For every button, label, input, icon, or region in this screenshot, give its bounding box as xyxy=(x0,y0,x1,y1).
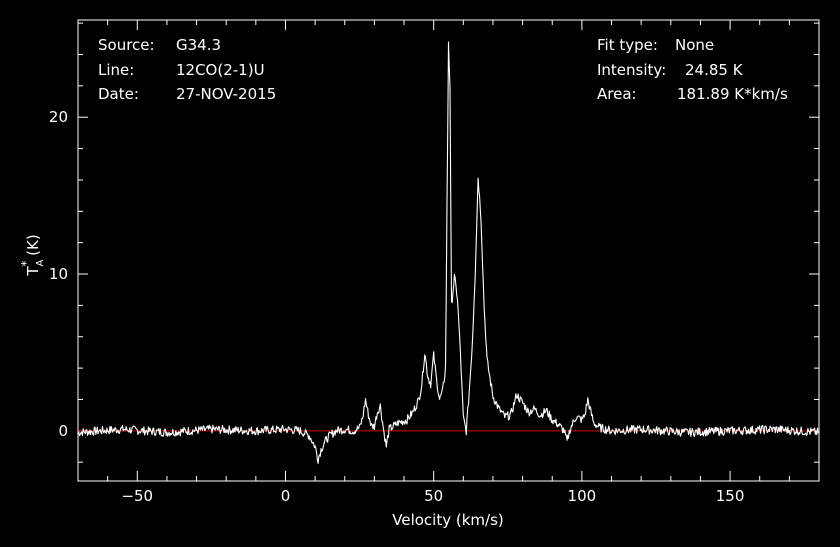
fit-type-label: Fit type: xyxy=(597,36,658,54)
x-axis-label: Velocity (km/s) xyxy=(392,511,503,529)
y-axis-label-sub: A xyxy=(35,260,46,267)
info-right: Fit type: None Intensity: 24.85 K Area: … xyxy=(597,36,788,103)
y-axis-label-sup: * xyxy=(19,261,33,267)
axes xyxy=(77,19,820,482)
y-axis-label: TA* (K) xyxy=(19,234,46,276)
area-value: 181.89 K*km/s xyxy=(677,85,788,103)
info-left: Source: G34.3 Line: 12CO(2-1)U Date: 27-… xyxy=(98,36,276,103)
date-value: 27-NOV-2015 xyxy=(176,85,276,103)
area-label: Area: xyxy=(597,85,637,103)
x-tick-label: 150 xyxy=(716,487,745,505)
date-label: Date: xyxy=(98,85,139,103)
x-tick-label: −50 xyxy=(121,487,153,505)
source-value: G34.3 xyxy=(176,36,221,54)
y-axis-label-main: T xyxy=(24,266,42,277)
plot-frame xyxy=(77,19,820,482)
intensity-value: 24.85 K xyxy=(685,61,744,79)
intensity-label: Intensity: xyxy=(597,61,666,79)
y-tick-label: 20 xyxy=(49,108,68,126)
line-value: 12CO(2-1)U xyxy=(176,61,265,79)
x-tick-label: 0 xyxy=(281,487,291,505)
source-label: Source: xyxy=(98,36,155,54)
y-tick-label: 0 xyxy=(58,422,68,440)
ticks: −50 0 50 100 150 0 10 20 xyxy=(49,20,820,505)
y-axis-label-unit: (K) xyxy=(24,234,42,256)
spectrum-line xyxy=(77,41,820,464)
x-tick-label: 100 xyxy=(568,487,597,505)
fit-type-value: None xyxy=(675,36,714,54)
line-label: Line: xyxy=(98,61,134,79)
y-tick-label: 10 xyxy=(49,265,68,283)
svg-text:TA* (K): TA* (K) xyxy=(19,234,46,276)
x-tick-label: 50 xyxy=(424,487,443,505)
